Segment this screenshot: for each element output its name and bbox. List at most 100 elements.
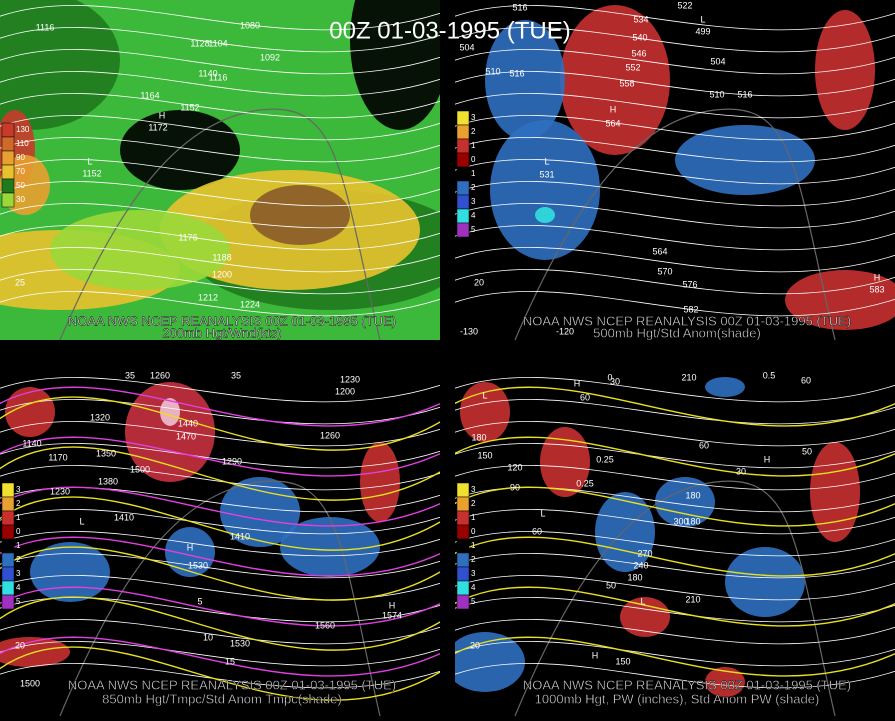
legend-label: 130 xyxy=(16,125,30,134)
shaded-area xyxy=(30,542,110,602)
legend-label: 4 xyxy=(16,583,21,592)
contour-label: 1200 xyxy=(335,386,355,396)
shaded-area xyxy=(350,0,440,130)
legend-swatch xyxy=(456,482,470,498)
contour-line xyxy=(455,269,895,295)
legend-label: 50 xyxy=(16,181,25,190)
contour-label: 50 xyxy=(802,446,812,456)
contour-line xyxy=(0,446,440,501)
legend-swatch xyxy=(1,566,15,582)
contour-label: H xyxy=(764,454,771,464)
legend-swatch xyxy=(456,194,470,210)
shaded-area xyxy=(560,5,670,155)
contour-label: 270 xyxy=(637,548,652,558)
legend-swatch xyxy=(456,152,470,168)
contour-line xyxy=(0,377,440,403)
contour-line xyxy=(0,509,440,535)
contour-label: 546 xyxy=(631,48,646,58)
contour-label: 1290 xyxy=(222,456,242,466)
contour-line xyxy=(455,93,895,119)
contour-line xyxy=(0,137,440,163)
contour-label: 1200 xyxy=(212,269,232,279)
legend-label: 3 xyxy=(471,485,476,494)
shaded-area xyxy=(165,527,215,577)
contour-label: 1410 xyxy=(114,512,134,522)
legend-swatch xyxy=(456,552,470,568)
legend-swatch xyxy=(456,524,470,540)
contour-label: 552 xyxy=(625,62,640,72)
contour-label: L xyxy=(540,508,545,518)
contour-label: L xyxy=(87,156,92,166)
contour-line xyxy=(455,641,895,667)
contour-label: 20 xyxy=(474,277,484,287)
contour-line xyxy=(0,575,440,601)
contour-line xyxy=(455,553,895,579)
contour-line xyxy=(455,159,895,185)
contour-label: 510 xyxy=(485,66,500,76)
contour-line xyxy=(455,531,895,557)
contour-line xyxy=(0,399,440,425)
legend-label: 2 xyxy=(471,499,476,508)
contour-line xyxy=(0,636,440,677)
caption: NOAA NWS NCEP REANALYSIS 00Z 01-03-1995 … xyxy=(523,313,851,328)
contour-label: 582 xyxy=(683,304,698,314)
shaded-area xyxy=(815,10,875,130)
contour-line xyxy=(0,646,440,701)
contour-line xyxy=(0,27,440,53)
contour-line xyxy=(0,619,440,645)
shaded-area xyxy=(120,110,240,190)
contour-line xyxy=(455,399,895,425)
contour-label: 531 xyxy=(539,169,554,179)
legend-swatch xyxy=(456,538,470,554)
contour-label: L xyxy=(700,14,705,24)
contour-line xyxy=(0,181,440,207)
product-label: 1000mb Hgt, PW (inches), Std Anom PW (sh… xyxy=(535,691,820,706)
contour-label: L xyxy=(482,390,487,400)
legend-swatch xyxy=(456,580,470,596)
contour-label: 558 xyxy=(619,78,634,88)
contour-label: 1530 xyxy=(230,638,250,648)
contour-line xyxy=(455,619,895,645)
legend-label: 3 xyxy=(471,113,476,122)
contour-label: 60 xyxy=(532,526,542,536)
legend-label: 3 xyxy=(16,485,21,494)
legend-swatch xyxy=(456,166,470,182)
contour-label: 150 xyxy=(477,450,492,460)
contour-label: 1350 xyxy=(96,448,116,458)
legend-swatch xyxy=(1,510,15,526)
legend-label: 3 xyxy=(16,569,21,578)
contour-line xyxy=(455,465,895,491)
contour-label: 180 xyxy=(627,572,642,582)
contour-label: 1188 xyxy=(212,252,231,262)
contour-label: 564 xyxy=(652,246,667,256)
contour-label: L xyxy=(79,516,84,526)
contour-label: 510 xyxy=(709,89,724,99)
contour-label: 1470 xyxy=(176,431,196,441)
contour-line xyxy=(0,553,440,579)
contour-label: 210 xyxy=(681,372,696,382)
contour-line xyxy=(455,247,895,273)
contour-label: 1140 xyxy=(22,438,41,448)
legend-swatch xyxy=(1,496,15,512)
contour-label: 534 xyxy=(633,14,648,24)
contour-label: 1230 xyxy=(50,486,70,496)
legend-label: 0 xyxy=(471,527,476,536)
shaded-area xyxy=(160,398,180,426)
shaded-area xyxy=(5,387,55,437)
shaded-area xyxy=(0,0,120,130)
contour-line xyxy=(0,247,440,273)
contour-line xyxy=(455,115,895,141)
contour-label: 1128 xyxy=(190,38,209,48)
contour-label: 540 xyxy=(632,32,647,42)
contour-label: 180 xyxy=(685,516,700,526)
shaded-area xyxy=(535,207,555,223)
shaded-area xyxy=(455,632,525,692)
shaded-area xyxy=(655,477,715,527)
contour-label: 10 xyxy=(203,632,213,642)
shaded-area xyxy=(675,125,815,195)
legend-swatch xyxy=(1,150,15,166)
contour-label: 35 xyxy=(231,370,241,380)
legend-label: 2 xyxy=(471,183,476,192)
